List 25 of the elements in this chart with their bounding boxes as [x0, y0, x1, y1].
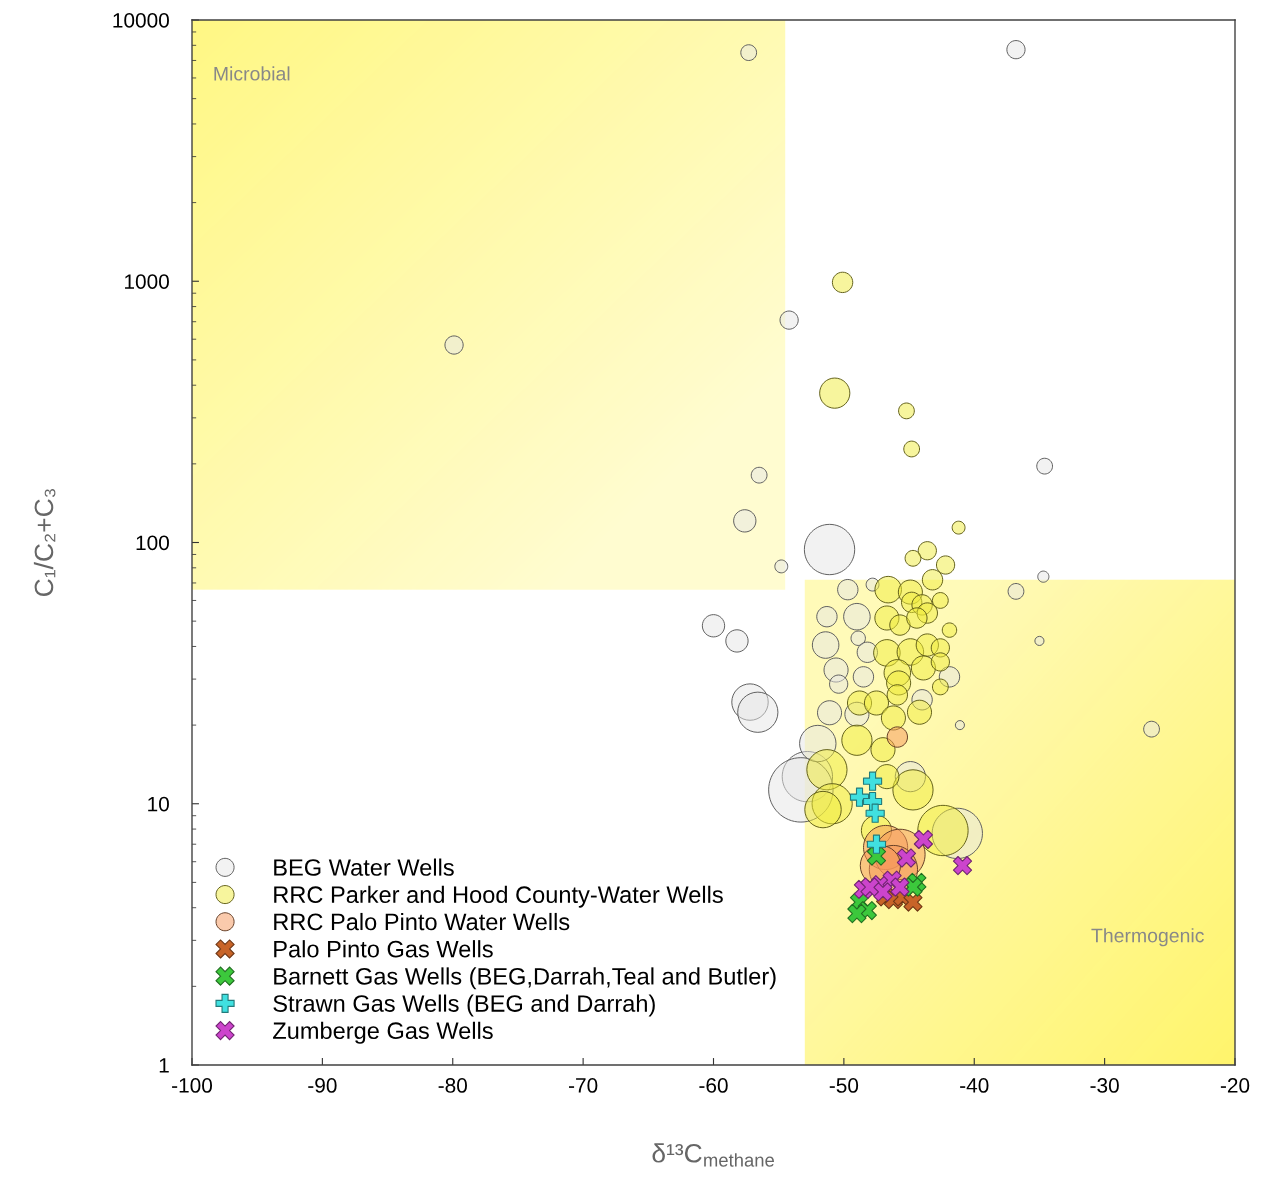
annotation: Microbial — [214, 66, 290, 81]
y-tick-label: 10000 — [113, 13, 169, 28]
legend-label: Barnett Gas Wells (BEG,Darrah,Teal and Butler) — [274, 967, 776, 990]
legend-label: RRC Parker and Hood County-Water Wells — [274, 885, 723, 908]
y-tick-label: 10 — [148, 796, 169, 812]
legend-label: Zumberge Gas Wells — [273, 1021, 493, 1044]
y-tick-label: 1 — [159, 1058, 169, 1073]
y-tick-label: 100 — [136, 535, 169, 551]
x-tick-label: -50 — [829, 1078, 859, 1093]
legend-label: RRC Palo Pinto Water Wells — [274, 912, 570, 931]
y-tick-label: 1000 — [125, 274, 169, 289]
x-tick-label: -90 — [308, 1078, 337, 1093]
x-tick-label: -20 — [1220, 1078, 1250, 1093]
x-axis-title: δ¹³C$_{methane}$ — [652, 1143, 774, 1167]
x-tick-label: -60 — [699, 1078, 728, 1093]
x-tick-label: -80 — [438, 1078, 467, 1093]
y-axis-title: C₁/C₂+C₃ — [33, 489, 56, 597]
legend-label: Strawn Gas Wells (BEG and Darrah) — [273, 994, 655, 1017]
x-tick-label: -70 — [569, 1078, 598, 1093]
legend-label: BEG Water Wells — [274, 858, 454, 876]
x-tick-label: -30 — [1090, 1078, 1119, 1093]
x-tick-label: -100 — [172, 1078, 213, 1093]
x-tick-label: -40 — [960, 1078, 989, 1093]
series-label: Thermogenic — [1091, 928, 1204, 947]
legend-label: Palo Pinto Gas Wells — [274, 940, 493, 958]
